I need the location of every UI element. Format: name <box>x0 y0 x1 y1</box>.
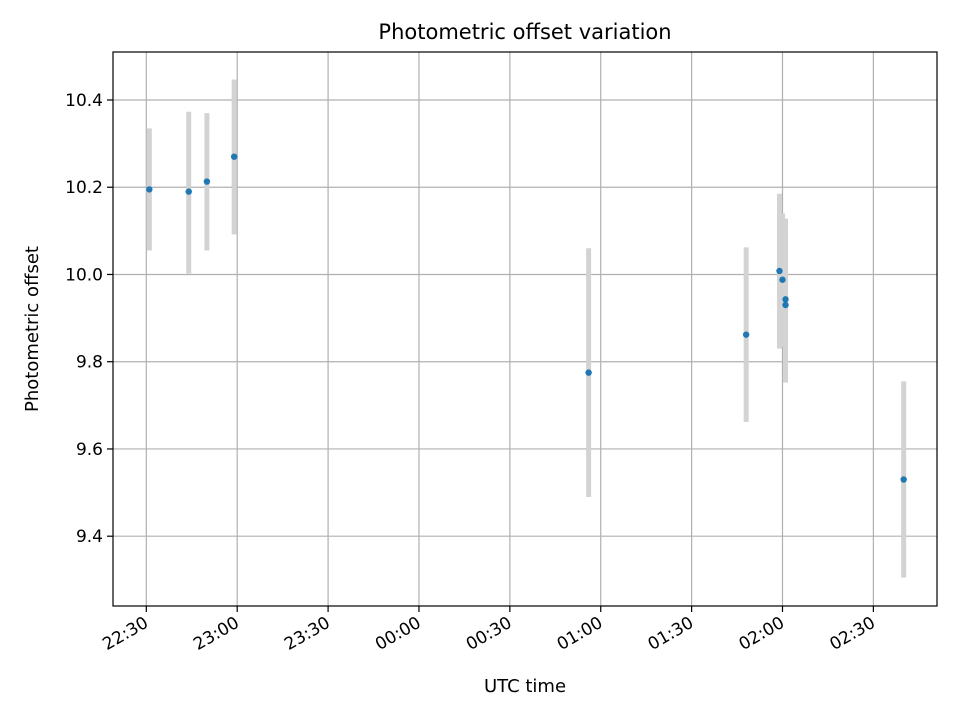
data-point <box>743 331 749 337</box>
y-tick-label: 9.6 <box>76 440 103 460</box>
y-tick-label: 10.4 <box>65 91 103 111</box>
data-point <box>779 277 785 283</box>
data-point <box>204 178 210 184</box>
chart-title: Photometric offset variation <box>378 20 671 44</box>
data-point <box>231 153 237 159</box>
y-tick-label: 9.8 <box>76 353 103 373</box>
y-tick-label: 10.2 <box>65 178 103 198</box>
data-point <box>782 302 788 308</box>
y-tick-label: 9.4 <box>76 527 103 547</box>
x-axis-label: UTC time <box>484 676 566 697</box>
data-point <box>776 268 782 274</box>
y-axis-label: Photometric offset <box>22 246 43 412</box>
data-point <box>186 188 192 194</box>
y-tick-label: 10.0 <box>65 265 103 285</box>
data-point <box>782 296 788 302</box>
data-point <box>900 476 906 482</box>
data-point <box>585 369 591 375</box>
data-point <box>146 186 152 192</box>
